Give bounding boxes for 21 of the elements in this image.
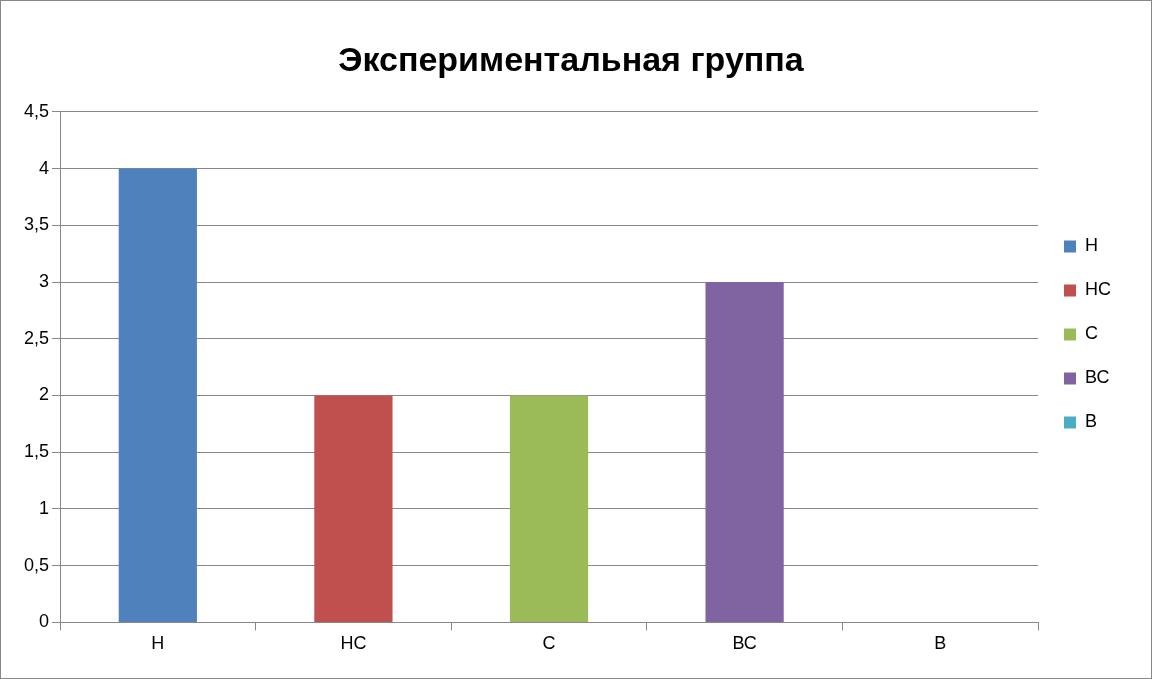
y-tick-label: 1: [39, 497, 50, 518]
y-tick-label: 4,5: [23, 100, 50, 121]
legend-label: Н: [1085, 235, 1098, 256]
x-tick-label: Н: [151, 633, 165, 654]
y-tick-label: 0: [39, 611, 50, 632]
x-tick-label: НС: [340, 633, 367, 654]
legend-label: В: [1085, 411, 1098, 432]
legend-label: ВС: [1085, 367, 1110, 388]
y-tick-label: 4: [39, 157, 50, 178]
legend-label: С: [1085, 323, 1098, 344]
y-tick-label: 3: [39, 270, 50, 291]
x-tick-label: В: [934, 633, 947, 654]
legend-label: НС: [1085, 279, 1111, 300]
y-tick-label: 0,5: [23, 554, 50, 575]
y-tick-label: 2,5: [23, 327, 50, 348]
x-tick-label: ВС: [732, 633, 757, 654]
y-tick-label: 1,5: [23, 441, 50, 462]
y-tick-label: 2: [39, 384, 50, 405]
chart-title: Экспериментальная группа: [338, 39, 805, 78]
x-tick-label: С: [542, 633, 556, 654]
y-tick-label: 3,5: [23, 214, 50, 235]
